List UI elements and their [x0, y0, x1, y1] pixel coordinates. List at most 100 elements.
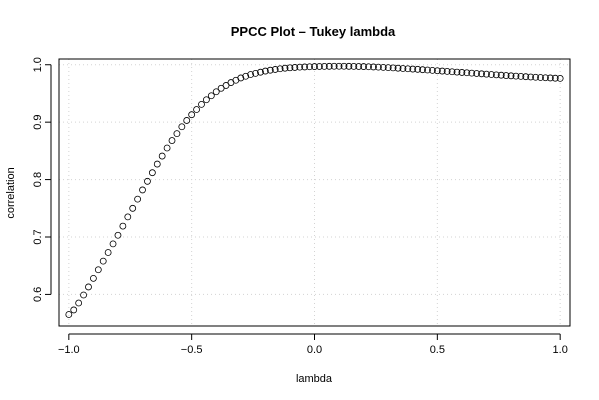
data-point: [193, 106, 200, 113]
data-point: [483, 70, 490, 78]
y-tick-label-3: 0.9: [32, 115, 44, 130]
data-point: [247, 71, 255, 78]
data-point: [94, 266, 102, 274]
data-point: [389, 64, 397, 72]
data-point: [433, 67, 441, 75]
data-point: [124, 213, 132, 221]
data-point: [168, 137, 176, 144]
data-point: [345, 62, 353, 70]
x-tick-label-3: 0.5: [430, 344, 445, 356]
data-point: [80, 291, 87, 299]
data-point: [271, 66, 279, 73]
data-point: [119, 222, 127, 230]
data-point: [404, 65, 412, 73]
plot-area: [58, 58, 571, 327]
data-point: [163, 144, 171, 152]
x-tick-label-0: −1.0: [58, 344, 80, 356]
data-point: [296, 63, 304, 71]
data-point: [429, 66, 436, 74]
data-point: [551, 74, 559, 82]
data-point: [276, 65, 284, 73]
x-axis: −1.0 −0.5 0.0 0.5 1.0: [58, 333, 568, 356]
grid: [59, 59, 570, 326]
data-point: [198, 100, 205, 108]
data-point: [335, 62, 343, 70]
y-tick-label-0: 0.6: [32, 287, 44, 302]
data-point: [183, 117, 191, 124]
data-point: [355, 63, 363, 70]
data-point: [139, 186, 146, 194]
data-point: [316, 63, 323, 70]
data-point: [537, 74, 544, 81]
data-point: [320, 62, 328, 70]
data-point: [487, 71, 495, 78]
x-tick-label-4: 1.0: [553, 344, 568, 356]
data-point: [424, 66, 431, 74]
data-point: [497, 71, 505, 79]
data-point: [188, 111, 196, 119]
data-point: [89, 274, 97, 282]
data-point: [330, 62, 338, 70]
y-axis-label: correlation: [5, 167, 17, 218]
data-point: [242, 72, 250, 80]
chart-title: PPCC Plot – Tukey lambda: [231, 24, 396, 39]
data-point: [129, 204, 137, 212]
data-point: [458, 69, 466, 76]
data-point: [360, 63, 368, 70]
y-axis: 0.6 0.7 0.8 0.9 1.0: [32, 57, 52, 302]
x-axis-label: lambda: [296, 373, 333, 385]
data-point: [153, 160, 161, 168]
data-point: [492, 71, 500, 79]
data-point: [252, 69, 259, 77]
data-point: [134, 195, 142, 203]
data-point: [512, 72, 520, 80]
data-point: [266, 66, 274, 74]
data-point: [85, 283, 92, 291]
data-point: [222, 82, 230, 89]
y-tick-label-1: 0.7: [32, 229, 44, 244]
data-point: [438, 67, 446, 75]
y-tick-label-2: 0.8: [32, 172, 44, 187]
data-point: [306, 63, 313, 71]
data-point: [463, 69, 471, 77]
x-tick-label-1: −0.5: [181, 344, 203, 356]
data-point: [70, 306, 78, 314]
data-point: [468, 69, 476, 77]
data-point: [527, 73, 535, 81]
data-point: [409, 65, 417, 73]
data-point: [75, 299, 83, 307]
data-point: [104, 249, 112, 256]
data-point: [502, 72, 510, 79]
data-point: [394, 64, 402, 72]
data-point: [212, 88, 220, 96]
data-point: [291, 64, 299, 71]
data-point: [178, 123, 186, 131]
data-point: [522, 73, 530, 81]
data-point: [532, 73, 540, 81]
data-points: [65, 62, 564, 318]
data-point: [158, 152, 166, 160]
data-point: [473, 70, 481, 77]
data-point: [517, 72, 525, 80]
data-point: [257, 68, 264, 76]
data-point: [384, 64, 392, 72]
data-point: [419, 66, 426, 74]
data-point: [65, 311, 73, 318]
data-point: [99, 257, 107, 265]
data-point: [311, 63, 318, 70]
data-point: [207, 92, 215, 100]
data-point: [370, 63, 377, 71]
data-point: [365, 63, 372, 71]
data-point: [144, 177, 151, 185]
data-point: [286, 64, 294, 72]
data-point: [556, 75, 564, 82]
data-point: [148, 169, 156, 177]
data-point: [448, 68, 456, 76]
data-point: [114, 231, 122, 239]
data-point: [374, 63, 382, 71]
data-point: [203, 96, 210, 104]
data-point: [301, 63, 309, 71]
data-point: [237, 74, 245, 82]
data-point: [350, 62, 358, 70]
